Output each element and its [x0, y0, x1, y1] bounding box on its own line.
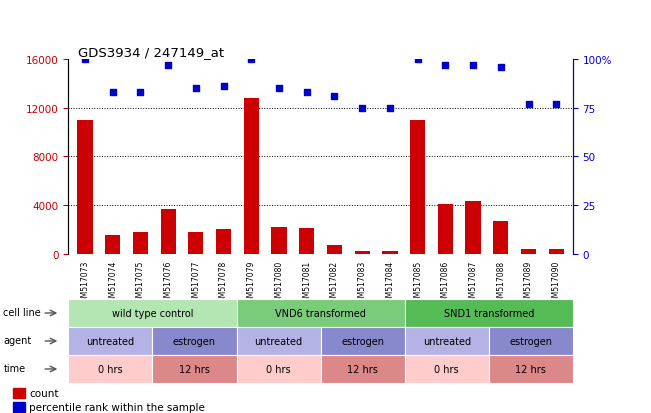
Point — [357, 105, 367, 112]
Bar — [133, 232, 148, 254]
Point — [274, 85, 284, 92]
Point — [495, 64, 506, 71]
Bar — [271, 227, 286, 254]
Point — [218, 84, 229, 90]
Point — [301, 90, 312, 96]
Text: untreated: untreated — [422, 336, 471, 346]
Text: estrogen: estrogen — [509, 336, 552, 346]
Point — [413, 57, 423, 63]
Text: wild type control: wild type control — [112, 308, 193, 318]
Text: 0 hrs: 0 hrs — [98, 364, 122, 374]
Bar — [77, 121, 92, 254]
Point — [246, 57, 256, 63]
Bar — [382, 251, 398, 254]
Point — [329, 93, 340, 100]
Bar — [465, 202, 480, 254]
Bar — [243, 99, 259, 254]
Text: 0 hrs: 0 hrs — [266, 364, 291, 374]
Bar — [493, 221, 508, 254]
Text: untreated: untreated — [87, 336, 135, 346]
Bar — [410, 121, 425, 254]
Point — [107, 90, 118, 96]
Point — [551, 101, 561, 108]
Bar — [327, 245, 342, 254]
Bar — [521, 250, 536, 254]
Point — [440, 62, 450, 69]
Text: 0 hrs: 0 hrs — [434, 364, 459, 374]
Text: untreated: untreated — [255, 336, 303, 346]
Bar — [216, 230, 231, 254]
Point — [468, 62, 478, 69]
Text: 12 hrs: 12 hrs — [347, 364, 378, 374]
Bar — [105, 236, 120, 254]
Text: GDS3934 / 247149_at: GDS3934 / 247149_at — [78, 46, 225, 59]
Text: VND6 transformed: VND6 transformed — [275, 308, 366, 318]
Point — [385, 105, 395, 112]
Text: cell line: cell line — [3, 308, 41, 318]
Point — [135, 90, 146, 96]
Bar — [299, 228, 314, 254]
Bar — [188, 232, 204, 254]
Text: estrogen: estrogen — [173, 336, 216, 346]
Bar — [355, 252, 370, 254]
Text: 12 hrs: 12 hrs — [179, 364, 210, 374]
Bar — [549, 249, 564, 254]
Bar — [13, 388, 25, 398]
Point — [80, 57, 90, 63]
Text: 12 hrs: 12 hrs — [516, 364, 546, 374]
Bar — [437, 204, 453, 254]
Text: count: count — [29, 388, 59, 398]
Point — [163, 62, 173, 69]
Point — [191, 85, 201, 92]
Text: agent: agent — [3, 336, 32, 346]
Point — [523, 101, 534, 108]
Text: time: time — [3, 363, 25, 373]
Text: estrogen: estrogen — [341, 336, 384, 346]
Text: SND1 transformed: SND1 transformed — [443, 308, 534, 318]
Bar — [13, 402, 25, 412]
Text: percentile rank within the sample: percentile rank within the sample — [29, 402, 205, 412]
Bar — [161, 209, 176, 254]
